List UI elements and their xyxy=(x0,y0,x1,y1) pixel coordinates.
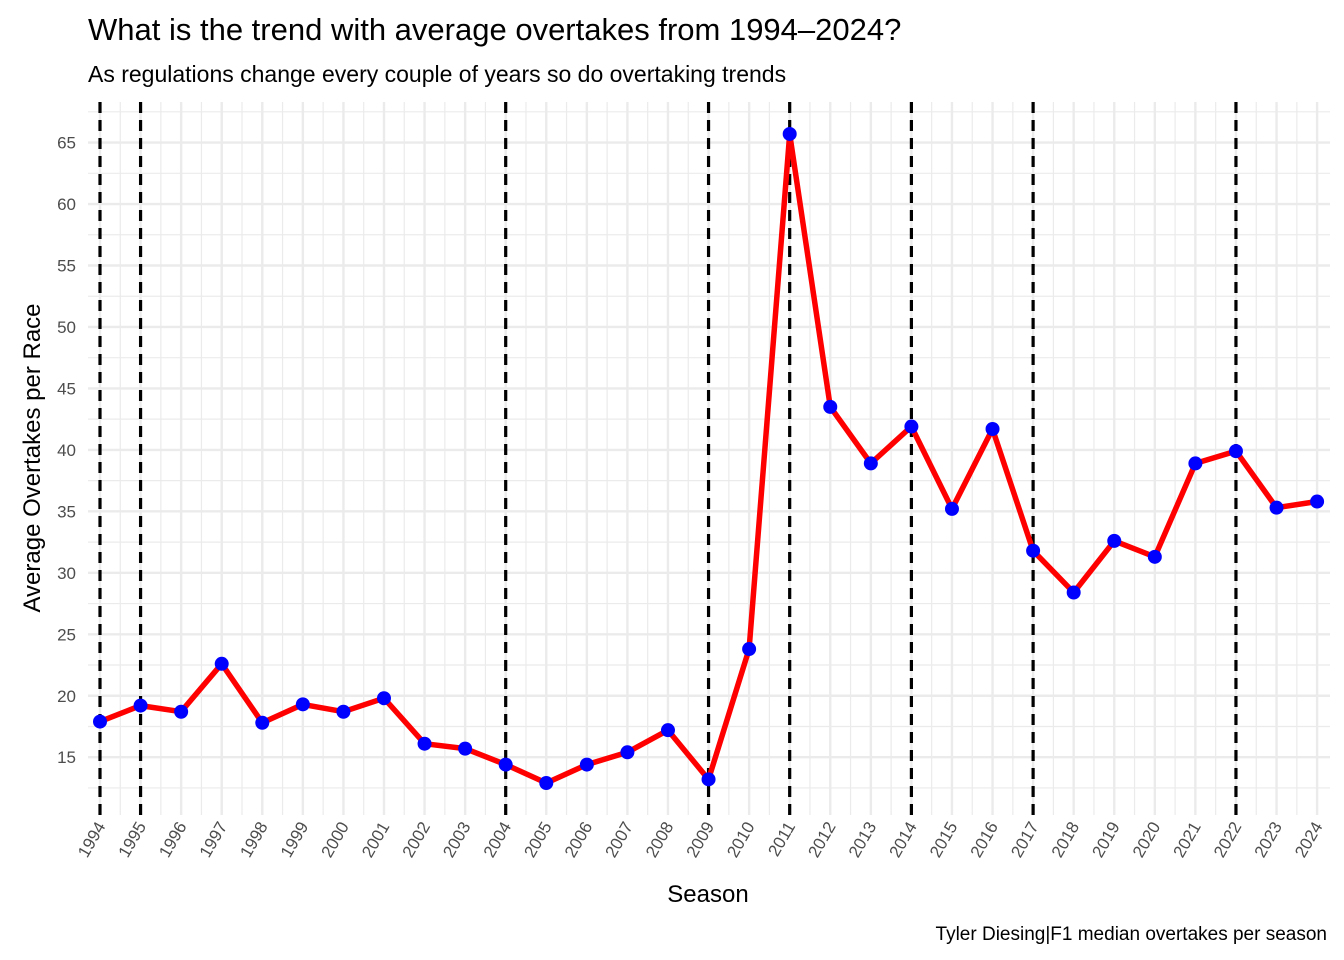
data-point-2015 xyxy=(944,501,959,516)
chart-subtitle: As regulations change every couple of ye… xyxy=(88,61,786,87)
data-point-2024 xyxy=(1310,494,1325,509)
x-tick-label: 2003 xyxy=(439,819,474,861)
regulation-change-lines xyxy=(98,102,1238,815)
y-tick-label: 50 xyxy=(57,318,76,337)
y-axis-title: Average Overtakes per Race xyxy=(19,303,46,612)
data-point-2022 xyxy=(1228,444,1243,459)
data-point-2020 xyxy=(1147,549,1162,564)
x-tick-label: 2017 xyxy=(1007,819,1042,861)
y-tick-label: 20 xyxy=(57,687,76,706)
x-tick-label: 2022 xyxy=(1210,819,1245,861)
x-tick-label: 2019 xyxy=(1088,819,1123,861)
y-tick-label: 65 xyxy=(57,134,76,153)
chart-caption: Tyler Diesing|F1 median overtakes per se… xyxy=(936,924,1327,945)
data-point-2012 xyxy=(823,399,838,414)
data-point-2008 xyxy=(660,723,675,738)
x-tick-label: 1999 xyxy=(277,819,312,861)
x-tick-label: 2021 xyxy=(1169,819,1204,861)
y-tick-label: 30 xyxy=(57,564,76,583)
data-point-2000 xyxy=(336,704,351,719)
x-tick-label: 2005 xyxy=(520,819,555,861)
y-tick-label: 25 xyxy=(57,625,76,644)
data-point-1999 xyxy=(295,697,310,712)
y-tick-label: 15 xyxy=(57,748,76,767)
y-tick-label: 40 xyxy=(57,441,76,460)
x-tick-label: 2006 xyxy=(561,819,596,861)
x-tick-label: 2002 xyxy=(399,819,434,861)
x-tick-label: 2016 xyxy=(967,819,1002,861)
x-tick-label: 2008 xyxy=(642,819,677,861)
x-tick-label: 1998 xyxy=(236,819,271,861)
data-point-1994 xyxy=(93,714,107,729)
data-point-2004 xyxy=(498,757,513,772)
data-points xyxy=(93,126,1325,791)
data-point-2014 xyxy=(904,419,919,434)
data-point-2021 xyxy=(1188,456,1203,471)
data-point-2009 xyxy=(701,772,716,787)
x-tick-label: 2009 xyxy=(683,819,718,861)
data-point-1998 xyxy=(255,715,270,730)
y-tick-label: 45 xyxy=(57,379,76,398)
x-tick-label: 1994 xyxy=(74,819,109,861)
data-point-2003 xyxy=(458,741,473,756)
data-point-2013 xyxy=(863,456,878,471)
x-tick-label: 2018 xyxy=(1048,819,1083,861)
x-tick-label: 2024 xyxy=(1291,819,1326,861)
y-axis-ticks: 15 20 25 30 35 40 45 50 55 60 65 xyxy=(57,134,76,768)
x-tick-label: 2000 xyxy=(318,819,353,861)
data-point-2002 xyxy=(417,736,432,751)
data-point-2023 xyxy=(1269,500,1284,515)
data-point-2001 xyxy=(376,691,391,706)
x-tick-label: 2007 xyxy=(602,819,637,861)
data-point-1997 xyxy=(214,656,229,671)
x-tick-label: 2023 xyxy=(1251,819,1286,861)
data-point-2007 xyxy=(620,745,635,760)
data-point-1996 xyxy=(174,704,189,719)
data-point-2018 xyxy=(1066,585,1081,600)
x-axis-ticks: 1994 1995 1996 1997 1998 1999 2000 2001 2002 2003… xyxy=(74,819,1326,861)
data-point-2017 xyxy=(1026,543,1041,558)
y-tick-label: 35 xyxy=(57,502,76,521)
data-point-2011 xyxy=(782,126,797,141)
x-tick-label: 2004 xyxy=(480,819,515,861)
x-tick-label: 1995 xyxy=(115,819,150,861)
x-tick-label: 2012 xyxy=(804,819,839,861)
data-point-2010 xyxy=(742,642,757,657)
grid xyxy=(88,102,1330,815)
data-point-1995 xyxy=(133,698,148,713)
x-tick-label: 2001 xyxy=(358,819,393,861)
data-point-2006 xyxy=(579,757,594,772)
chart-title: What is the trend with average overtakes… xyxy=(88,12,901,47)
data-point-2005 xyxy=(539,776,554,791)
x-axis-title: Season xyxy=(667,881,748,908)
y-tick-label: 60 xyxy=(57,195,76,214)
x-tick-label: 2014 xyxy=(885,819,920,861)
x-tick-label: 2013 xyxy=(845,819,880,861)
x-tick-label: 2010 xyxy=(723,819,758,861)
data-point-2016 xyxy=(985,421,1000,436)
data-point-2019 xyxy=(1107,533,1122,548)
x-tick-label: 2020 xyxy=(1129,819,1164,861)
x-tick-label: 1996 xyxy=(155,819,190,861)
x-tick-label: 2015 xyxy=(926,819,961,861)
x-tick-label: 2011 xyxy=(764,819,799,860)
x-tick-label: 1997 xyxy=(196,819,231,861)
y-tick-label: 55 xyxy=(57,256,76,275)
